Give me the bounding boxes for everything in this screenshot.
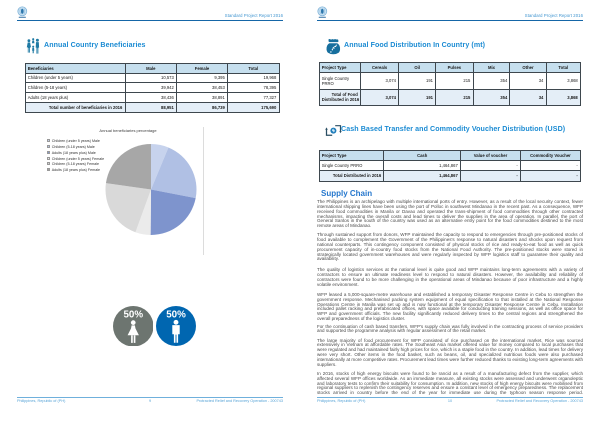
svg-text:50%: 50% bbox=[166, 310, 186, 321]
svg-text:50%: 50% bbox=[123, 309, 143, 320]
